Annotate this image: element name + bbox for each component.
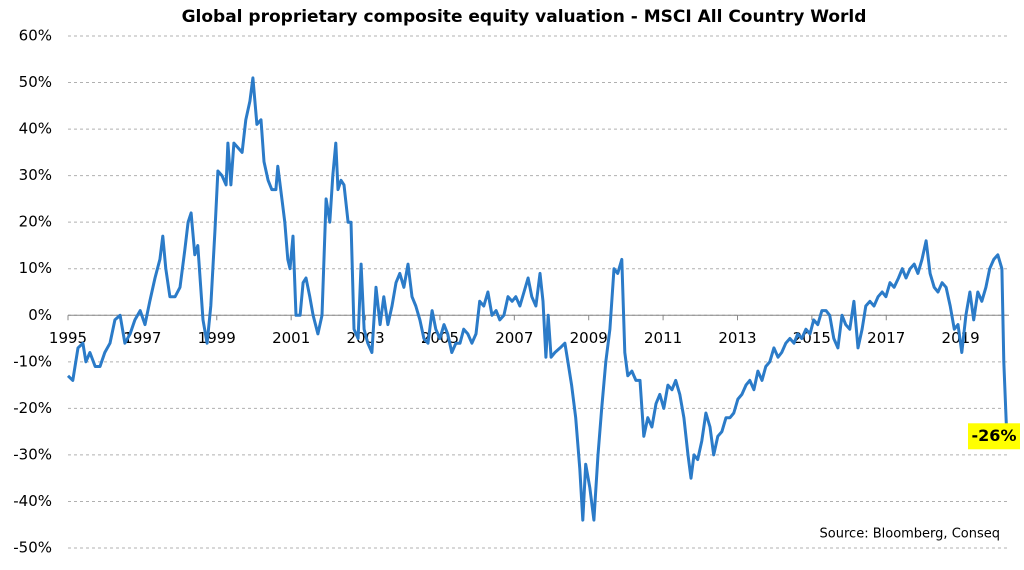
source-note: Source: Bloomberg, Conseq: [820, 527, 1000, 542]
x-tick-label: 2017: [867, 329, 905, 347]
y-tick-label: 20%: [19, 213, 52, 231]
y-tick-label: -10%: [13, 352, 52, 370]
x-tick-label: 1995: [49, 329, 87, 347]
chart-title: Global proprietary composite equity valu…: [182, 7, 867, 27]
y-tick-label: 10%: [19, 259, 52, 277]
x-tick-label: 2009: [570, 329, 608, 347]
x-tick-label: 2013: [718, 329, 756, 347]
x-tick-label: 2015: [793, 329, 831, 347]
x-tick-label: 2001: [272, 329, 310, 347]
x-tick-label: 2007: [495, 329, 533, 347]
x-tick-label: 2011: [644, 329, 682, 347]
annotation-label: -26%: [972, 426, 1017, 445]
y-tick-label: 60%: [19, 27, 52, 45]
annotation-box: [968, 423, 1020, 450]
y-tick-label: -40%: [13, 492, 52, 510]
y-tick-label: 40%: [19, 120, 52, 138]
y-tick-label: 30%: [19, 166, 52, 184]
line-series: [66, 76, 1009, 522]
y-tick-label: 50%: [19, 73, 52, 91]
x-tick-label: 1999: [198, 329, 236, 347]
y-tick-label: -30%: [13, 445, 52, 463]
x-tick-label: 1997: [123, 329, 161, 347]
y-tick-label: 0%: [28, 306, 52, 324]
y-tick-label: -50%: [13, 539, 52, 557]
y-tick-label: -20%: [13, 399, 52, 417]
